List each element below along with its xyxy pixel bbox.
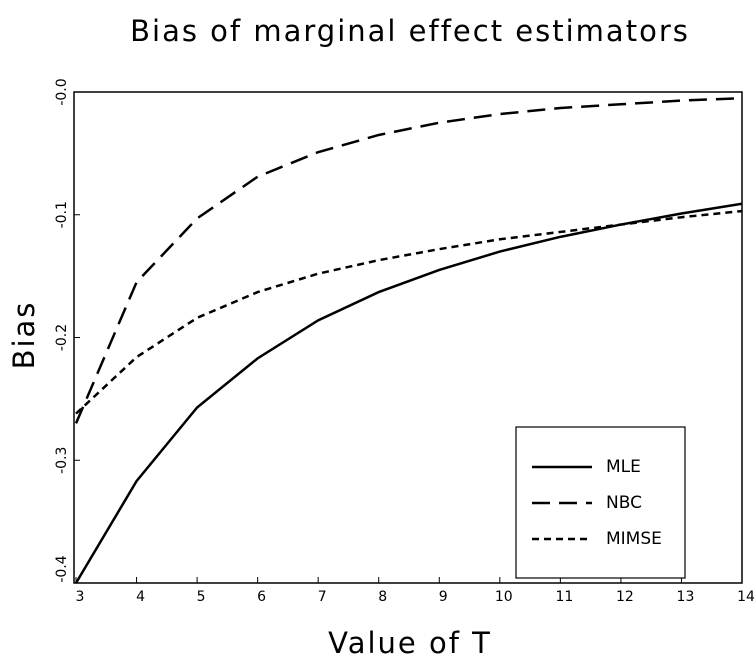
x-tick-label: 14 [737, 589, 755, 605]
x-tick-label: 9 [439, 589, 448, 605]
y-tick-label: -0.2 [54, 324, 70, 351]
x-tick-label: 7 [318, 589, 327, 605]
legend-label: MLE [606, 457, 641, 477]
x-tick-label: 5 [197, 589, 206, 605]
x-tick-label: 8 [378, 589, 387, 605]
x-axis-label: Value of T [328, 626, 492, 660]
x-tick-label: 3 [76, 589, 85, 605]
y-tick-label: -0.0 [54, 78, 70, 105]
legend-label: NBC [606, 493, 642, 513]
x-tick-label: 4 [136, 589, 145, 605]
x-tick-label: 11 [555, 589, 573, 605]
y-tick-label: -0.4 [54, 555, 70, 582]
line-series [75, 209, 742, 415]
y-tick-label: -0.3 [54, 447, 70, 474]
x-tick-label: 13 [677, 589, 695, 605]
chart-title: Bias of marginal effect estimators [130, 14, 690, 48]
y-axis-label: Bias [7, 301, 41, 370]
x-tick-label: 12 [616, 589, 634, 605]
line-series [74, 96, 742, 424]
legend-label: MIMSE [606, 529, 662, 549]
x-tick-label: 6 [257, 589, 266, 605]
x-tick-label: 10 [495, 589, 513, 605]
y-tick-label: -0.1 [54, 201, 70, 228]
